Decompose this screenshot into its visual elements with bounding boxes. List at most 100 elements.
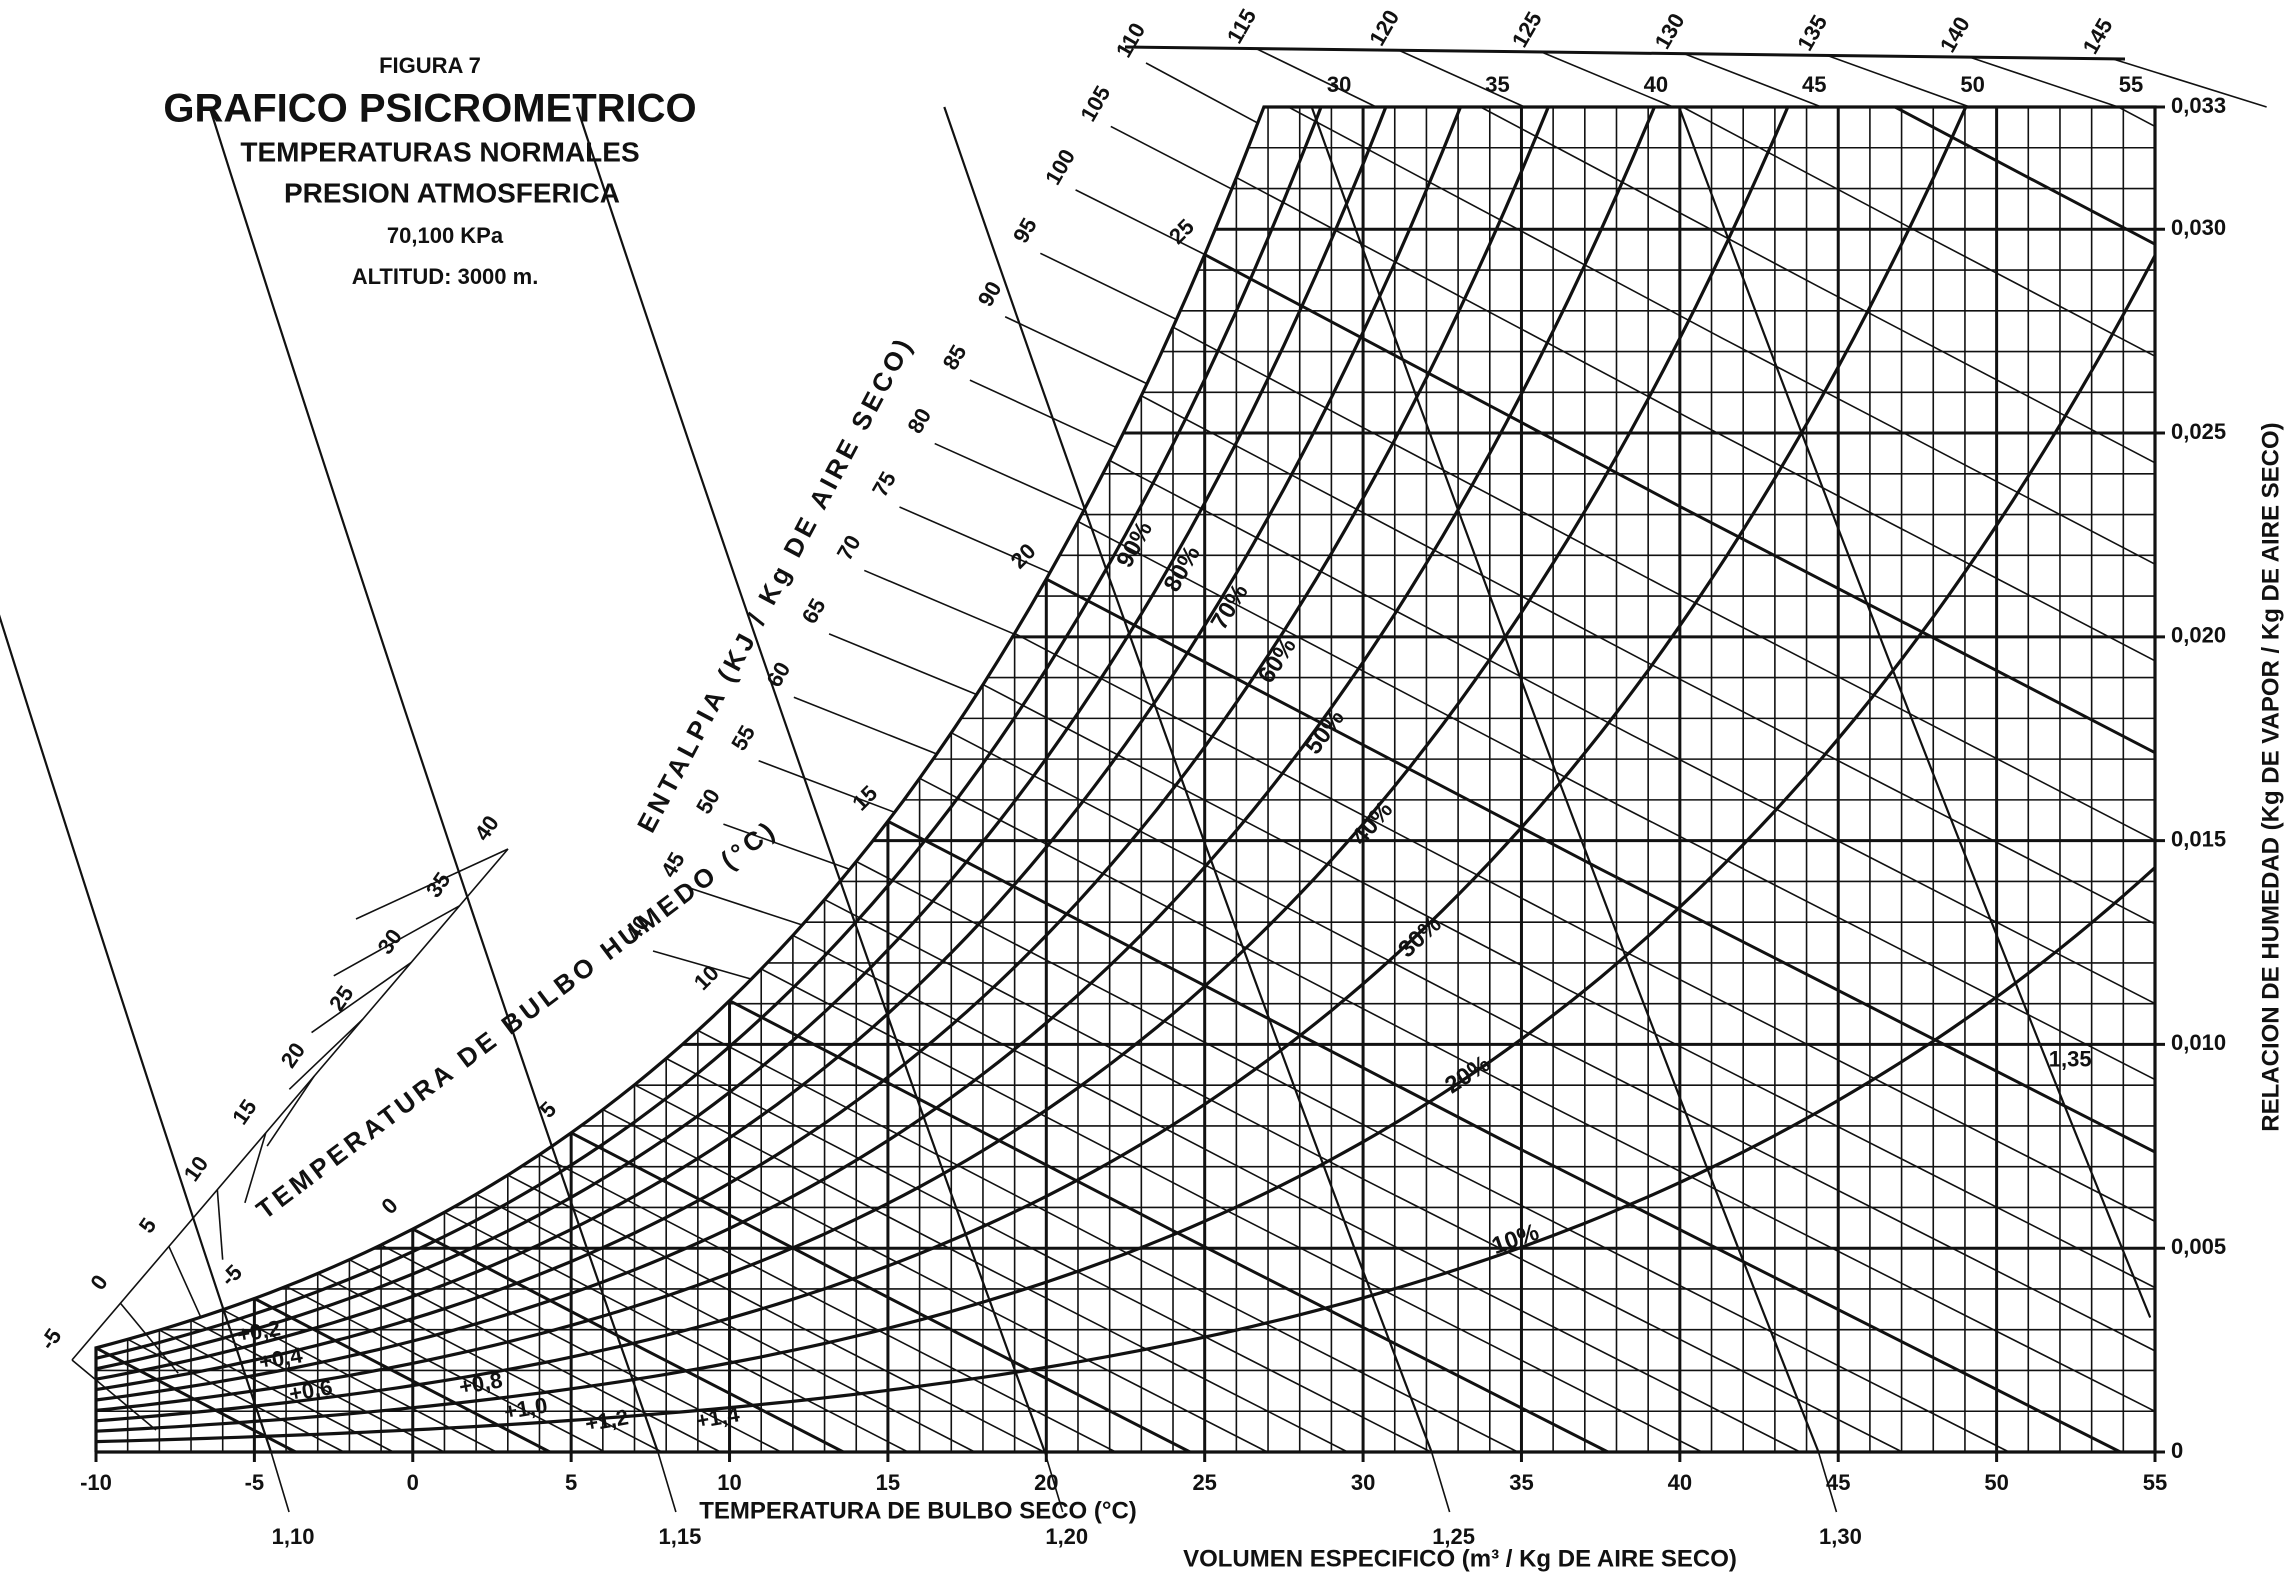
rh-curve bbox=[95, 254, 2157, 1433]
volume-label: VOLUMEN ESPECIFICO (m³ / Kg DE AIRE SECO… bbox=[1183, 1545, 1737, 1572]
rh-curve bbox=[95, 866, 2157, 1444]
volume-line bbox=[943, 106, 1433, 1453]
left-scale-tick bbox=[288, 1018, 364, 1090]
wet-bulb-line bbox=[475, 1193, 976, 1453]
rh-curve bbox=[95, 106, 1550, 1392]
wet-bulb-line bbox=[760, 968, 1703, 1453]
top-temp-label: 35 bbox=[1485, 72, 1509, 97]
wet-bulb-line bbox=[887, 819, 2122, 1454]
volume-tick-label: 1,35 bbox=[2049, 1047, 2092, 1072]
y-tick-label: 0,015 bbox=[2171, 826, 2226, 851]
rh-curve bbox=[95, 106, 1323, 1360]
x-tick-label: 15 bbox=[876, 1470, 900, 1495]
figure-label: FIGURA 7 bbox=[379, 53, 481, 78]
enthalpy-scale-top bbox=[1124, 45, 2126, 61]
x-tick-label: -10 bbox=[80, 1470, 112, 1495]
enthalpy-line bbox=[899, 506, 1051, 574]
volume-tick-label: 1,15 bbox=[658, 1524, 701, 1549]
x-tick-label: 0 bbox=[407, 1470, 419, 1495]
wet-bulb-line bbox=[1288, 106, 2156, 565]
x-tick-label: 20 bbox=[1034, 1470, 1058, 1495]
left-scale-line bbox=[71, 848, 509, 1361]
wet-bulb-line bbox=[665, 1057, 1432, 1453]
wet-bulb-line bbox=[1014, 632, 2156, 1223]
y-tick-label: 0,025 bbox=[2171, 419, 2226, 444]
wet-bulb-line bbox=[824, 898, 1903, 1453]
volume-line bbox=[0, 614, 273, 1453]
volume-leader bbox=[1043, 1451, 1064, 1513]
left-scale-tick bbox=[266, 1075, 315, 1147]
wet-bulb-line bbox=[1172, 326, 2156, 842]
wet-bulb-line bbox=[982, 683, 2156, 1289]
volume-leader bbox=[657, 1451, 677, 1513]
enthalpy-line bbox=[1970, 56, 2119, 108]
wet-bulb-line bbox=[950, 732, 2156, 1352]
left-scale-tick bbox=[119, 1302, 179, 1374]
rh-curve bbox=[95, 106, 1388, 1371]
x-tick-label: -5 bbox=[245, 1470, 265, 1495]
left-scale-tick bbox=[71, 1359, 157, 1431]
enthalpy-line bbox=[1040, 252, 1177, 321]
y-tick-label: 0,020 bbox=[2171, 623, 2226, 648]
enthalpy-line bbox=[934, 442, 1085, 512]
enthalpy-line bbox=[723, 823, 851, 871]
wet-bulb-line bbox=[728, 999, 1609, 1454]
volume-line bbox=[1678, 106, 2152, 1318]
rh-curve bbox=[95, 106, 1656, 1402]
x-tick-label: 55 bbox=[2143, 1470, 2167, 1495]
wet-bulb-line bbox=[570, 1131, 1191, 1454]
wet-bulb-line bbox=[634, 1084, 1348, 1453]
y-tick-label: 0 bbox=[2171, 1438, 2183, 1463]
enthalpy-line bbox=[1145, 62, 1259, 124]
wet-bulb-line bbox=[1109, 459, 2156, 1005]
volume-leader bbox=[1430, 1451, 1451, 1513]
enthalpy-line bbox=[1075, 189, 1206, 256]
volume-tick-label: 1,30 bbox=[1819, 1524, 1862, 1549]
wet-bulb-line bbox=[1236, 176, 2156, 662]
left-scale-tick bbox=[244, 1132, 267, 1204]
wet-bulb-line bbox=[1203, 253, 2156, 755]
wet-bulb-line bbox=[285, 1285, 606, 1453]
wet-bulb-line bbox=[919, 777, 2156, 1413]
enthalpy-line bbox=[652, 950, 752, 980]
wet-bulb-line bbox=[697, 1029, 1519, 1453]
wet-bulb-line bbox=[380, 1244, 782, 1453]
wet-bulb-line bbox=[539, 1153, 1117, 1453]
enthalpy-line bbox=[969, 379, 1117, 449]
enthalpy-line bbox=[758, 759, 895, 814]
y-tick-label: 0,030 bbox=[2171, 215, 2226, 240]
left-scale-tick bbox=[311, 961, 412, 1034]
altitude-label: ALTITUD: 3000 m. bbox=[352, 264, 539, 289]
wet-bulb-line bbox=[412, 1227, 845, 1454]
enthalpy-line bbox=[2112, 58, 2267, 108]
y-axis-label: RELACION DE HUMEDAD (Kg DE VAPOR / Kg DE… bbox=[2257, 422, 2284, 1131]
wet-bulb-line bbox=[349, 1258, 721, 1453]
top-temp-label: 50 bbox=[1960, 72, 1984, 97]
x-tick-label: 30 bbox=[1351, 1470, 1375, 1495]
pressure-label: 70,100 KPa bbox=[387, 223, 504, 248]
volume-line bbox=[208, 106, 659, 1453]
volume-leader bbox=[1817, 1451, 1838, 1513]
y-tick-label: 0,010 bbox=[2171, 1030, 2226, 1055]
x-tick-label: 50 bbox=[1984, 1470, 2008, 1495]
x-tick-label: 40 bbox=[1668, 1470, 1692, 1495]
enthalpy-line bbox=[687, 886, 803, 926]
top-temp-label: 45 bbox=[1802, 72, 1826, 97]
enthalpy-line bbox=[1256, 48, 1377, 108]
top-temp-label: 55 bbox=[2119, 72, 2143, 97]
volume-line bbox=[575, 106, 1046, 1453]
enthalpy-line bbox=[828, 633, 977, 696]
enthalpy-line bbox=[1827, 54, 1971, 108]
y-tick-label: 0,005 bbox=[2171, 1234, 2226, 1259]
x-tick-label: 25 bbox=[1192, 1470, 1216, 1495]
subtitle: TEMPERATURAS NORMALES bbox=[240, 136, 639, 167]
left-scale-tick bbox=[216, 1189, 224, 1260]
left-scale-tick bbox=[168, 1246, 202, 1317]
wet-bulb-line bbox=[855, 860, 2010, 1453]
enthalpy-line bbox=[1399, 49, 1526, 108]
enthalpy-line bbox=[793, 696, 938, 755]
volume-line bbox=[1310, 106, 1820, 1453]
subtitle: PRESION ATMOSFERICA bbox=[284, 177, 620, 208]
